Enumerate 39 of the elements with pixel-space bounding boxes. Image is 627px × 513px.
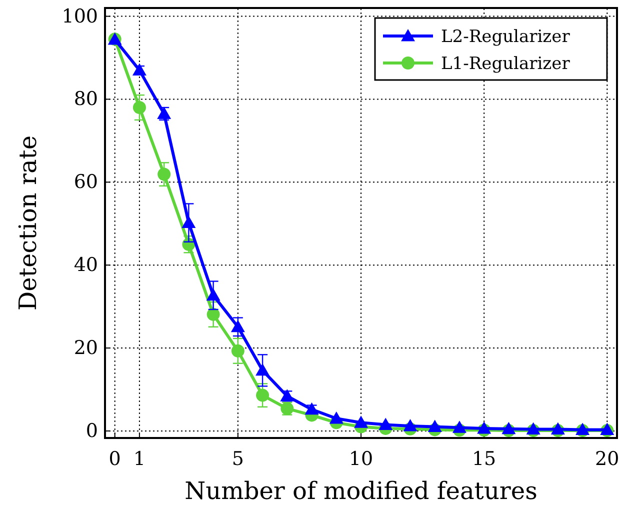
point xyxy=(477,421,492,434)
point xyxy=(256,388,270,402)
point xyxy=(403,418,418,432)
x-tick-label: 0 xyxy=(108,448,121,470)
y-tick-label: 80 xyxy=(74,88,98,110)
x-axis-title: Number of modified features xyxy=(184,477,538,505)
legend-label: L1-Regularizer xyxy=(441,54,571,74)
point xyxy=(230,320,245,332)
point xyxy=(428,420,442,432)
point xyxy=(354,416,368,428)
point xyxy=(206,308,220,321)
point xyxy=(158,168,171,181)
y-tick-label: 60 xyxy=(74,171,98,194)
x-tick-label: 20 xyxy=(595,448,620,470)
point xyxy=(256,363,270,376)
y-tick-label: 0 xyxy=(86,420,98,442)
x-tick-label: 10 xyxy=(348,448,374,470)
x-tick-label: 5 xyxy=(232,448,244,470)
y-tick-label: 100 xyxy=(62,5,98,28)
point xyxy=(206,288,220,301)
point xyxy=(132,63,146,76)
point xyxy=(329,412,344,424)
x-tick-label: 1 xyxy=(133,448,146,470)
point xyxy=(132,101,146,114)
point xyxy=(231,344,244,358)
point xyxy=(526,422,540,435)
point xyxy=(550,422,565,435)
y-axis-title: Detection rate xyxy=(14,135,42,311)
point xyxy=(452,420,466,433)
point xyxy=(502,422,516,434)
legend-label: L2-Regularizer xyxy=(441,27,571,47)
y-tick-label: 20 xyxy=(74,337,98,360)
x-tick-label: 15 xyxy=(472,448,496,470)
point xyxy=(182,216,196,228)
point xyxy=(600,422,614,435)
y-tick-label: 40 xyxy=(74,254,98,276)
point xyxy=(378,418,393,430)
point xyxy=(304,402,319,415)
point xyxy=(576,422,590,435)
